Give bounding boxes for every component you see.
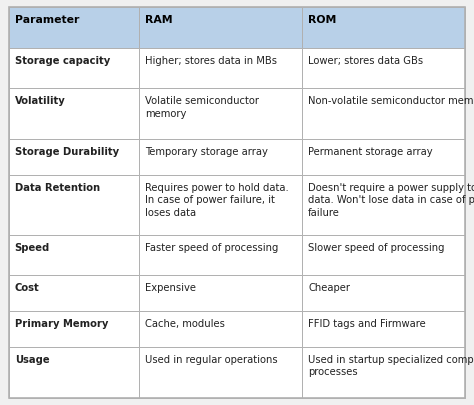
Bar: [139, 139, 302, 175]
Text: Data Retention: Data Retention: [15, 183, 100, 193]
Text: Used in regular operations: Used in regular operations: [145, 355, 278, 365]
Text: Cost: Cost: [15, 283, 39, 293]
Bar: [9, 347, 139, 398]
Bar: [139, 175, 302, 235]
Bar: [139, 7, 302, 48]
Bar: [302, 88, 465, 139]
Bar: [9, 48, 139, 88]
Bar: [302, 48, 465, 88]
Text: Primary Memory: Primary Memory: [15, 319, 108, 329]
Text: Volatile semiconductor
memory: Volatile semiconductor memory: [145, 96, 259, 119]
Text: Volatility: Volatility: [15, 96, 65, 106]
Text: Lower; stores data GBs: Lower; stores data GBs: [308, 56, 423, 66]
Text: Speed: Speed: [15, 243, 50, 253]
Bar: [9, 88, 139, 139]
Text: Slower speed of processing: Slower speed of processing: [308, 243, 445, 253]
Bar: [139, 48, 302, 88]
Text: FFID tags and Firmware: FFID tags and Firmware: [308, 319, 426, 329]
Bar: [139, 347, 302, 398]
Bar: [139, 275, 302, 311]
Text: Non-volatile semiconductor memory: Non-volatile semiconductor memory: [308, 96, 474, 106]
Bar: [9, 7, 139, 48]
Bar: [9, 235, 139, 275]
Bar: [302, 139, 465, 175]
Text: Expensive: Expensive: [145, 283, 196, 293]
Text: Faster speed of processing: Faster speed of processing: [145, 243, 278, 253]
Bar: [9, 175, 139, 235]
Text: Storage capacity: Storage capacity: [15, 56, 110, 66]
Text: Used in startup specialized computer
processes: Used in startup specialized computer pro…: [308, 355, 474, 377]
Bar: [139, 235, 302, 275]
Bar: [302, 7, 465, 48]
Text: RAM: RAM: [145, 15, 173, 25]
Bar: [302, 275, 465, 311]
Text: Doesn't require a power supply to retain
data. Won't lose data in case of power
: Doesn't require a power supply to retain…: [308, 183, 474, 217]
Bar: [139, 88, 302, 139]
Text: ROM: ROM: [308, 15, 337, 25]
Text: Cheaper: Cheaper: [308, 283, 350, 293]
Text: Parameter: Parameter: [15, 15, 79, 25]
Text: Temporary storage array: Temporary storage array: [145, 147, 268, 157]
Bar: [9, 139, 139, 175]
Text: Higher; stores data in MBs: Higher; stores data in MBs: [145, 56, 277, 66]
Bar: [302, 175, 465, 235]
Text: Requires power to hold data.
In case of power failure, it
loses data: Requires power to hold data. In case of …: [145, 183, 289, 217]
Bar: [9, 275, 139, 311]
Text: Storage Durability: Storage Durability: [15, 147, 119, 157]
Bar: [302, 347, 465, 398]
Bar: [9, 311, 139, 347]
Bar: [302, 311, 465, 347]
Bar: [302, 235, 465, 275]
Text: Cache, modules: Cache, modules: [145, 319, 225, 329]
Text: Permanent storage array: Permanent storage array: [308, 147, 433, 157]
Bar: [139, 311, 302, 347]
Text: Usage: Usage: [15, 355, 49, 365]
